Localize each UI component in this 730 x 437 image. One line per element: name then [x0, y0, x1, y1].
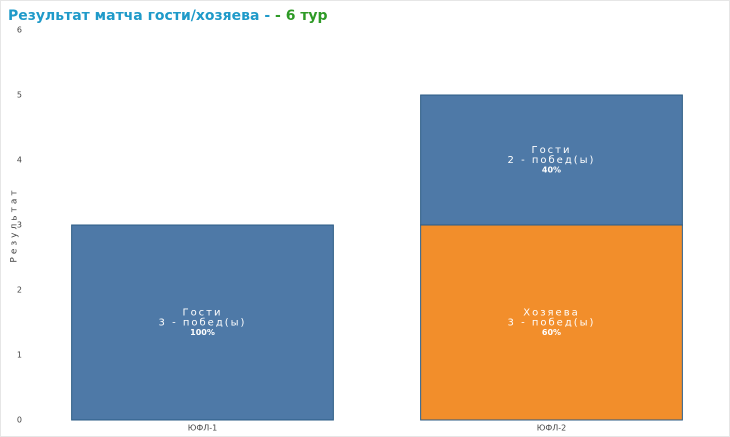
value-label: 3 - побед(ы) — [159, 318, 247, 329]
y-tick-label: 4 — [17, 156, 22, 165]
y-tick-label: 1 — [17, 351, 22, 360]
value-label: 2 - побед(ы) — [508, 155, 596, 166]
x-tick-label: ЮФЛ-2 — [537, 424, 567, 433]
percent-label: 40% — [542, 166, 561, 175]
y-tick-label: 6 — [17, 26, 22, 35]
segment-name: Хозяева — [523, 308, 579, 319]
y-tick-label: 0 — [17, 416, 22, 425]
value-label: 3 - побед(ы) — [508, 318, 596, 329]
y-axis-label: Результат — [10, 187, 20, 262]
percent-label: 100% — [190, 328, 215, 337]
bar-segment — [420, 224, 683, 421]
y-tick-label: 2 — [17, 286, 22, 295]
y-tick-label: 3 — [17, 221, 22, 230]
segment-name: Гости — [182, 308, 222, 319]
bar-segment — [420, 94, 683, 226]
segment-name: Гости — [531, 145, 571, 156]
title-suffix: - 6 тур — [275, 8, 328, 24]
chart-title: Результат матча гости/хозяева - - 6 тур — [8, 8, 328, 24]
y-tick-label: 5 — [17, 91, 22, 100]
percent-label: 60% — [542, 328, 561, 337]
bar-segment — [71, 224, 334, 421]
x-tick-label: ЮФЛ-1 — [188, 424, 218, 433]
title-main: Результат матча гости/хозяева - — [8, 8, 275, 24]
